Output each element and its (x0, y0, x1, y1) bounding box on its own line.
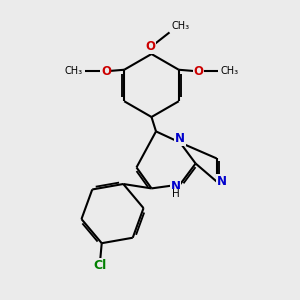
Text: O: O (194, 65, 204, 78)
Text: O: O (101, 65, 111, 78)
Text: N: N (175, 132, 185, 146)
Text: H: H (172, 189, 179, 199)
Text: O: O (145, 40, 155, 53)
Text: Cl: Cl (94, 259, 107, 272)
Text: CH₃: CH₃ (64, 66, 82, 76)
Text: N: N (170, 179, 181, 193)
Text: N: N (217, 175, 227, 188)
Text: CH₃: CH₃ (171, 21, 189, 31)
Text: CH₃: CH₃ (221, 66, 239, 76)
